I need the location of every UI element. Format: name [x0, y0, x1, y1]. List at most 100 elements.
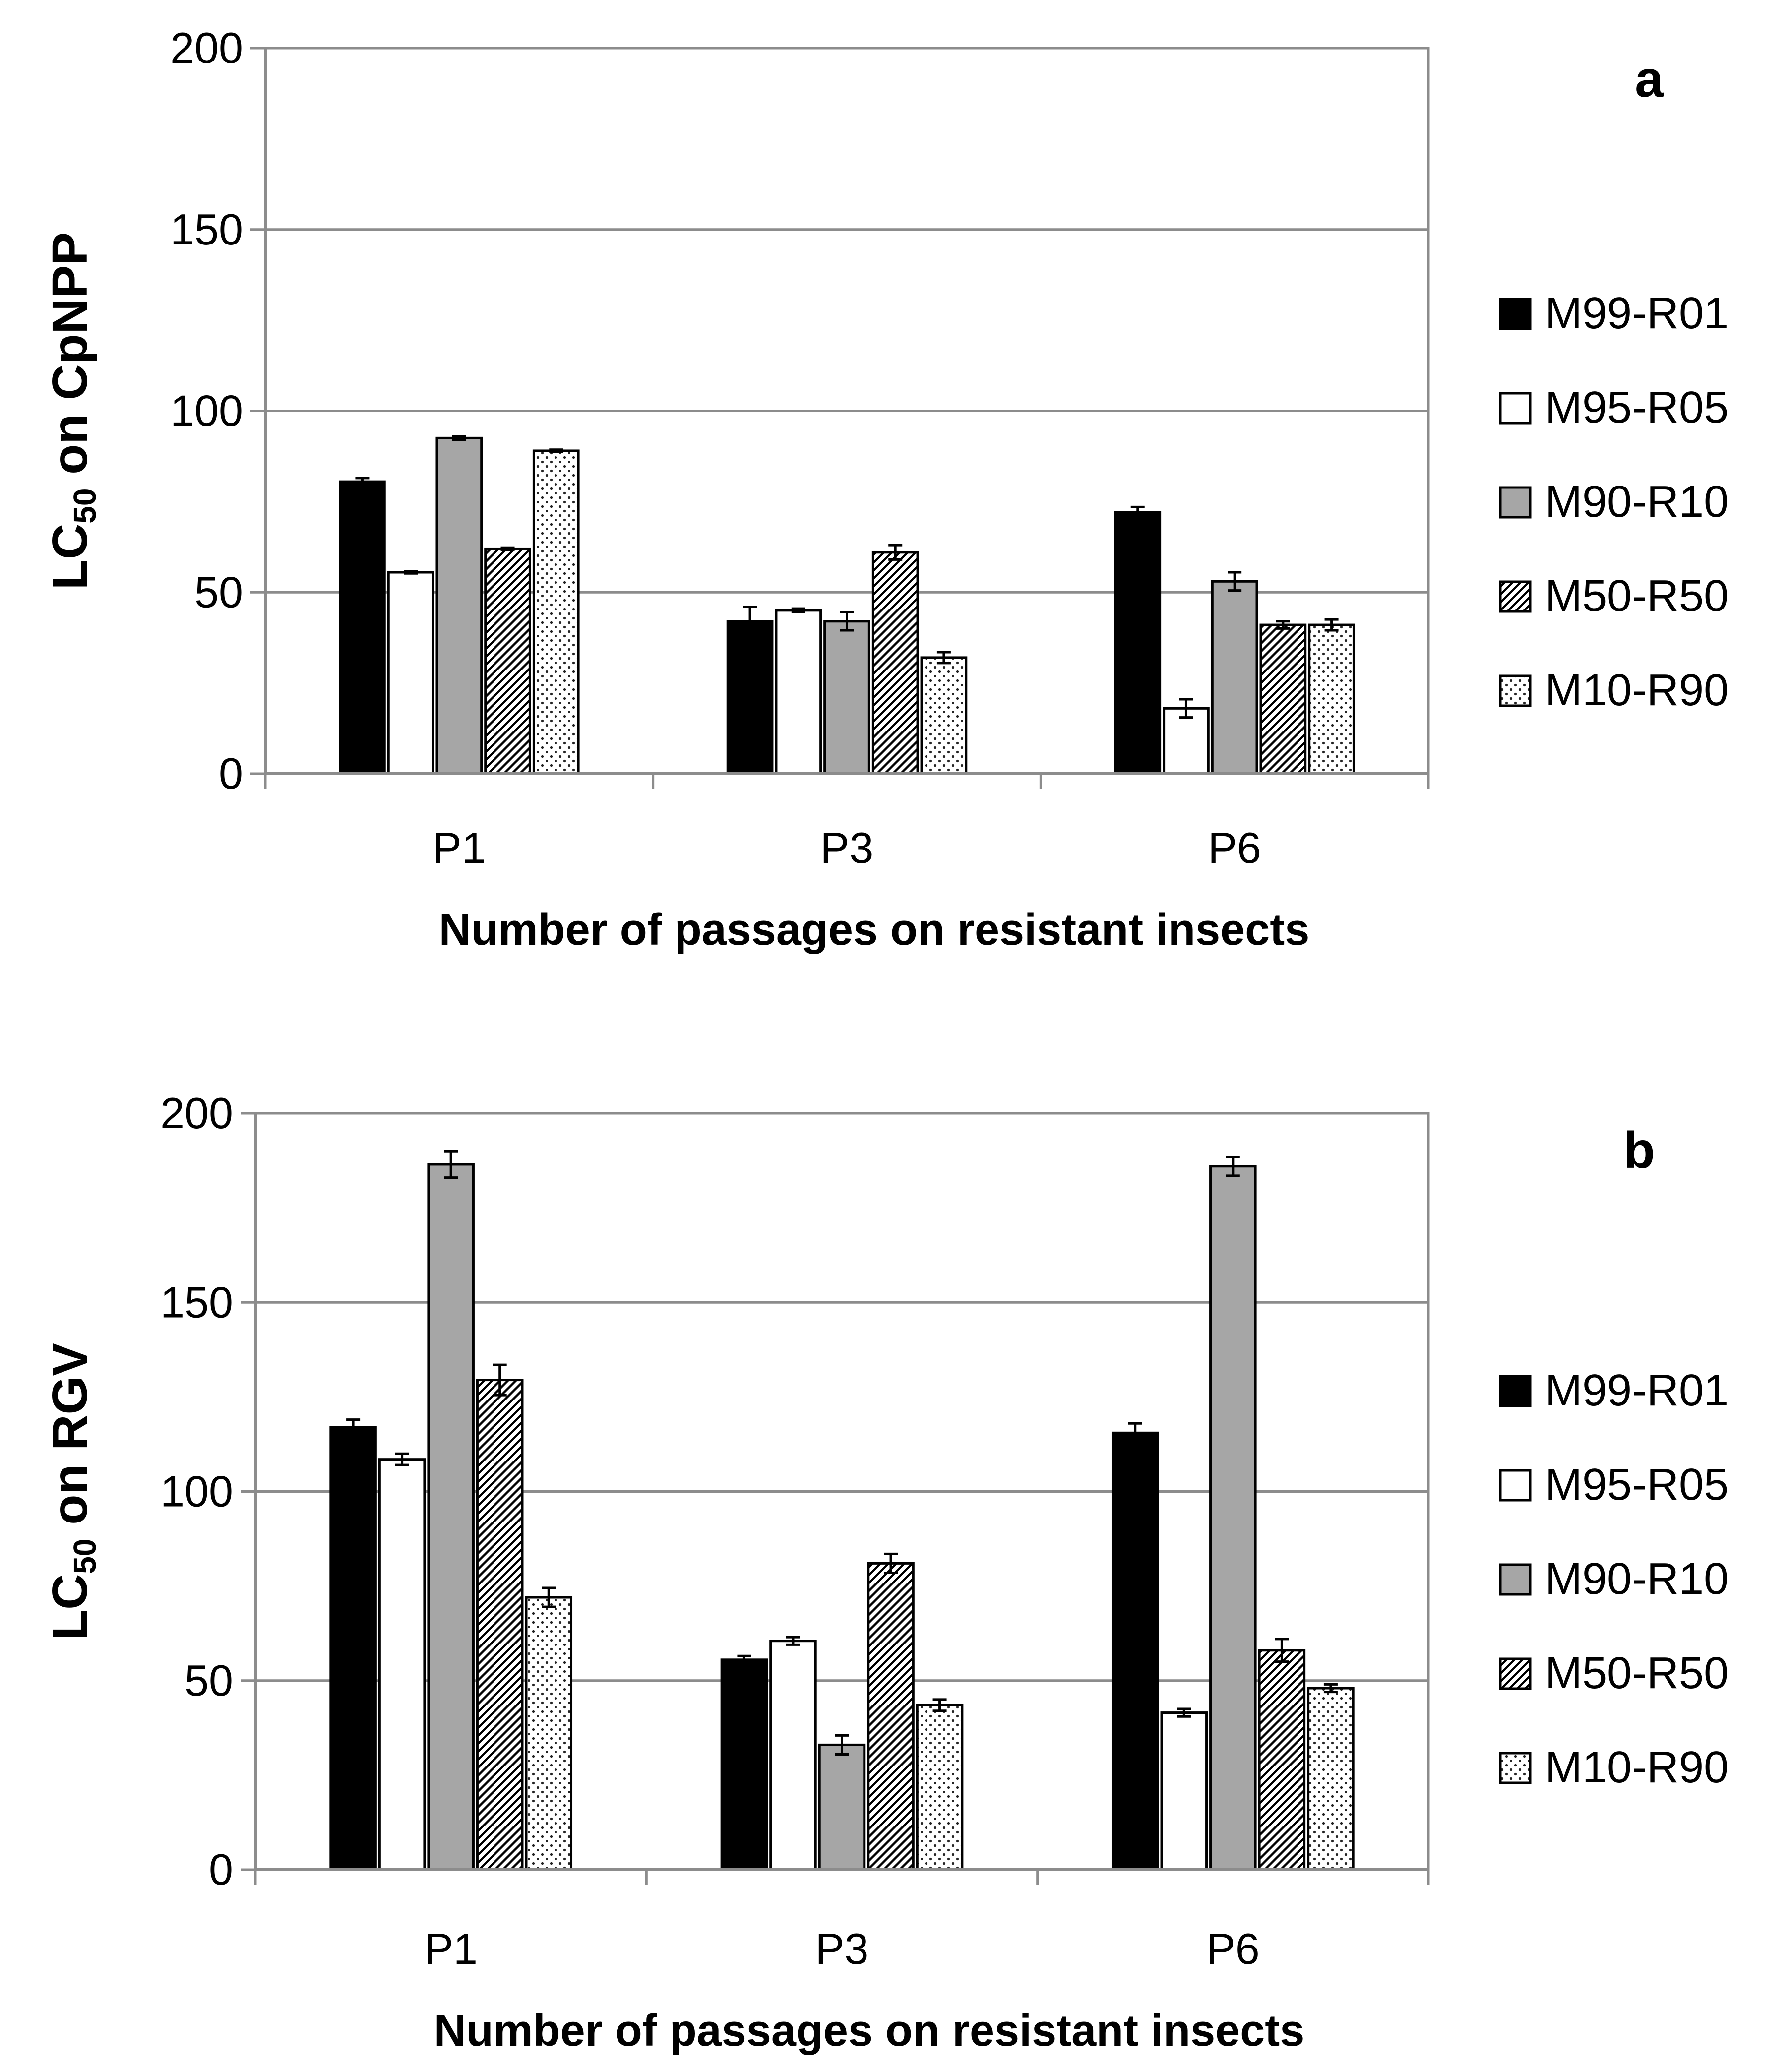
legend-swatch: [1499, 580, 1532, 613]
bar-m99-r01-p6: [1111, 1431, 1159, 1871]
bar-m10-r90-p3: [920, 656, 968, 775]
chart-panel-b: 0 50 100 150 200 P1 P3 P6 Number of passages o…: [42, 1089, 1729, 2056]
x-axis-title: Number of passages on resistant insects: [434, 2006, 1305, 2056]
legend-item: M95-R05: [1499, 1460, 1729, 1510]
legend-label: M90-R10: [1545, 477, 1729, 527]
bar-m50-r50-p1: [476, 1379, 524, 1871]
error-bar: [1130, 505, 1145, 519]
bar-m90-r10-p6: [1211, 580, 1258, 775]
error-bar: [791, 607, 805, 613]
bar-m95-r05-p3: [769, 1640, 817, 1871]
y-tick-label: 200: [160, 1089, 233, 1138]
error-bar: [395, 1452, 409, 1466]
error-bar: [1128, 1422, 1142, 1444]
x-axis-title: Number of passages on resistant insects: [439, 905, 1310, 955]
y-tick-label: 50: [185, 1656, 233, 1705]
error-bar: [936, 651, 951, 665]
error-bar: [355, 477, 370, 487]
error-bar: [500, 546, 515, 551]
x-category-label: P3: [820, 823, 874, 872]
legend-item: M90-R10: [1499, 477, 1729, 527]
legend-swatch: [1499, 674, 1532, 707]
legend: M99-R01 M95-R05 M90-R10 M50-R50 M10-R90: [1499, 289, 1729, 715]
x-category-label: P6: [1206, 1924, 1260, 1973]
legend-swatch: [1499, 486, 1532, 519]
y-tick-label: 0: [209, 1845, 233, 1894]
error-bar: [884, 1552, 898, 1574]
legend-swatch: [1499, 1657, 1532, 1690]
x-category-label: P1: [433, 823, 486, 872]
error-bar: [932, 1698, 947, 1712]
legend-label: M50-R50: [1545, 571, 1729, 621]
bar-m95-r05-p6: [1163, 707, 1210, 775]
error-bar: [786, 1636, 800, 1646]
bar-m99-r01-p1: [339, 480, 386, 775]
bar-m90-r10-p1: [427, 1163, 475, 1871]
bar-m95-r05-p1: [387, 571, 434, 775]
legend-label: M95-R05: [1545, 383, 1729, 432]
error-bar: [737, 1654, 751, 1665]
bar-m90-r10-p3: [818, 1743, 866, 1871]
legend-label: M95-R05: [1545, 1460, 1729, 1510]
y-tick-label: 0: [219, 749, 243, 798]
panel-label: b: [1623, 1122, 1655, 1179]
error-bar: [493, 1363, 507, 1397]
error-bar: [542, 1586, 556, 1608]
bar-m50-r50-p1: [484, 547, 531, 775]
error-bar: [1323, 1683, 1338, 1694]
x-category-label: P6: [1208, 823, 1261, 872]
legend-label: M99-R01: [1545, 1366, 1729, 1415]
error-bar: [1179, 698, 1193, 719]
bar-m99-r01-p1: [329, 1426, 377, 1871]
y-axis-title: LC50 on RGV: [42, 1343, 103, 1640]
bar-m10-r90-p3: [916, 1704, 964, 1871]
error-bar: [549, 448, 563, 453]
panel-label: a: [1635, 51, 1664, 108]
legend-item: M10-R90: [1499, 1743, 1729, 1792]
error-bar: [888, 544, 903, 561]
y-axis-title: LC50 on CpNPP: [42, 232, 103, 590]
error-bar: [452, 435, 466, 441]
bar-m10-r90-p6: [1307, 1687, 1355, 1871]
legend-swatch: [1499, 1563, 1532, 1596]
error-bar: [743, 606, 757, 637]
bar-m95-r05-p6: [1160, 1711, 1208, 1871]
bar-m90-r10-p1: [435, 436, 483, 775]
bar-m10-r90-p1: [525, 1596, 573, 1871]
legend-item: M99-R01: [1499, 289, 1729, 338]
legend-item: M90-R10: [1499, 1554, 1729, 1604]
chart-panel-a: 0 50 100 150 200 P1 P3 P6 Number of passages o…: [42, 23, 1729, 955]
bar-m99-r01-p6: [1114, 511, 1162, 775]
error-bar: [1276, 620, 1290, 630]
bar-m90-r10-p3: [823, 620, 870, 775]
bar-m99-r01-p3: [726, 620, 774, 775]
bar-m10-r90-p1: [532, 449, 580, 775]
bar-m95-r05-p3: [775, 609, 822, 775]
legend-label: M99-R01: [1545, 289, 1729, 338]
y-tick-label: 50: [194, 567, 243, 616]
error-bar: [1226, 1156, 1240, 1177]
y-tick-label: 150: [170, 205, 243, 254]
legend-swatch: [1499, 1752, 1532, 1784]
bar-m50-r50-p3: [871, 551, 919, 775]
legend-item: M95-R05: [1499, 383, 1729, 432]
legend-item: M99-R01: [1499, 1366, 1729, 1415]
legend-swatch: [1499, 298, 1532, 330]
x-category-label: P3: [815, 1924, 869, 1973]
y-tick-label: 100: [160, 1467, 233, 1516]
bar-m10-r90-p6: [1308, 623, 1355, 775]
legend-swatch: [1499, 1469, 1532, 1502]
legend: M99-R01 M95-R05 M90-R10 M50-R50 M10-R90: [1499, 1366, 1729, 1792]
bar-m95-r05-p1: [378, 1458, 426, 1871]
x-category-label: P1: [424, 1924, 478, 1973]
error-bar: [835, 1734, 849, 1756]
error-bar: [444, 1150, 458, 1179]
error-bar: [404, 570, 418, 575]
error-bar: [840, 610, 854, 632]
bar-m50-r50-p6: [1258, 1649, 1306, 1871]
y-tick-label: 200: [170, 23, 243, 72]
error-bar: [1177, 1707, 1191, 1718]
legend-swatch: [1499, 1375, 1532, 1407]
bar-m99-r01-p3: [720, 1658, 768, 1871]
